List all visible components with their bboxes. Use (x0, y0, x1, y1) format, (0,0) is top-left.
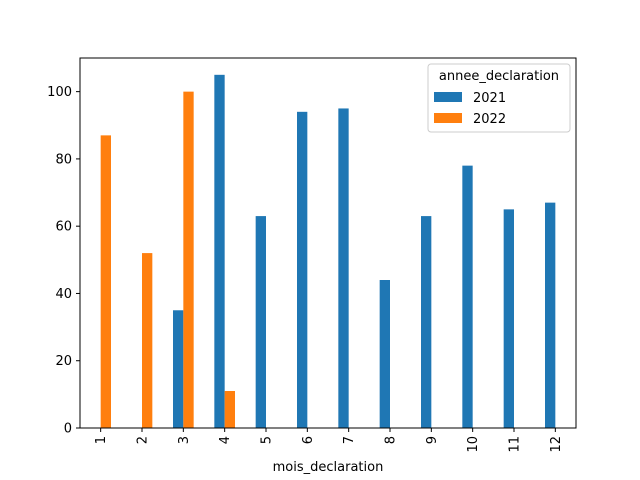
bar-2022-month-2 (142, 253, 153, 428)
bar-2021-month-9 (421, 216, 432, 428)
y-tick-label: 60 (55, 220, 72, 235)
y-axis: 0 20 40 60 80 100 (47, 85, 80, 437)
legend-label-2021: 2021 (473, 91, 506, 106)
x-axis: 1 2 3 4 5 6 7 8 9 10 11 12 (94, 428, 564, 453)
bar-2021-month-12 (545, 202, 556, 428)
y-tick-label: 20 (55, 354, 72, 369)
x-tick-label: 6 (301, 436, 316, 444)
x-tick-label: 7 (342, 436, 357, 444)
bar-2021-month-11 (503, 209, 514, 428)
plot-frame (79, 57, 577, 429)
x-tick-label: 8 (384, 436, 399, 444)
x-tick-label: 9 (425, 436, 440, 444)
bars-group (100, 74, 556, 429)
x-tick-label: 1 (94, 436, 109, 444)
bar-2022-month-3 (183, 91, 194, 429)
legend: annee_declaration 2021 2022 (427, 63, 571, 133)
y-tick-label: 40 (55, 287, 72, 302)
legend-swatch-2022 (434, 113, 462, 123)
y-tick-label: 80 (55, 152, 72, 167)
x-tick-label: 12 (549, 436, 564, 453)
bar-2021-month-4 (214, 74, 225, 429)
x-tick-label: 4 (218, 436, 233, 444)
bar-2022-month-4 (224, 391, 235, 428)
x-axis-label: mois_declaration (273, 460, 384, 475)
x-tick-label: 5 (260, 436, 275, 444)
bar-2021-month-3 (173, 310, 184, 428)
y-tick-label: 100 (47, 85, 72, 100)
x-tick-label: 2 (136, 436, 151, 444)
bar-2022-month-1 (100, 135, 111, 428)
bar-2021-month-8 (379, 280, 390, 428)
bar-2021-month-10 (462, 165, 473, 429)
x-tick-label: 10 (466, 436, 481, 453)
x-tick-label: 11 (508, 436, 523, 453)
legend-label-2022: 2022 (473, 112, 506, 127)
legend-title: annee_declaration (439, 69, 559, 84)
legend-swatch-2021 (434, 92, 462, 102)
x-tick-label: 3 (177, 436, 192, 444)
y-tick-label: 0 (64, 422, 72, 437)
legend-box (427, 63, 571, 133)
bar-2021-month-5 (255, 216, 266, 428)
bar-2021-month-6 (297, 111, 308, 429)
bar-2021-month-7 (338, 108, 349, 429)
